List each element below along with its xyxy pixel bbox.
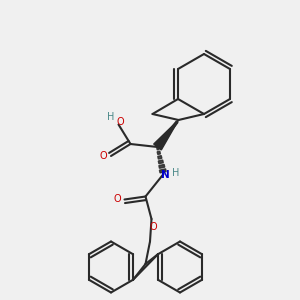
Text: O: O bbox=[149, 221, 157, 232]
Polygon shape bbox=[157, 151, 161, 154]
Polygon shape bbox=[158, 160, 163, 164]
Text: H: H bbox=[107, 112, 115, 122]
Text: N: N bbox=[160, 170, 169, 181]
Text: O: O bbox=[100, 151, 107, 161]
Polygon shape bbox=[158, 156, 162, 159]
Polygon shape bbox=[157, 147, 159, 150]
Polygon shape bbox=[159, 164, 165, 168]
Text: H: H bbox=[172, 167, 179, 178]
Polygon shape bbox=[159, 169, 166, 173]
Text: O: O bbox=[113, 194, 121, 205]
Text: O: O bbox=[116, 117, 124, 127]
Polygon shape bbox=[154, 120, 178, 150]
